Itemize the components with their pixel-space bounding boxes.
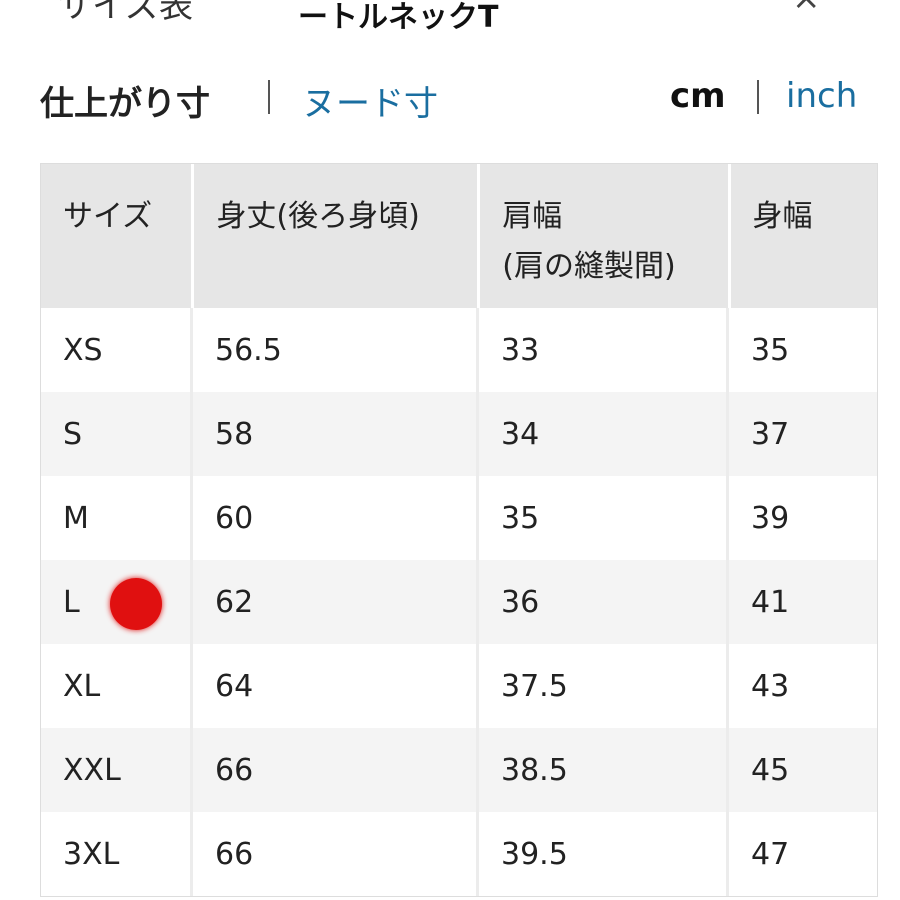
table-cell: 58 [193,392,479,476]
table-row: XL 64 37.5 43 [41,644,877,728]
table-row: XXL 66 38.5 45 [41,728,877,812]
sheet-title: サイズ表 [58,0,193,26]
red-marker [110,578,162,630]
table-cell: 35 [751,332,790,368]
fit-tab[interactable]: ヌード寸 [302,84,438,124]
table-cell: 37 [729,392,877,476]
table-cell: XS [41,308,193,392]
table-cell: 39 [751,500,790,536]
header-cell: 身丈(後ろ身頃) [194,164,478,308]
table-cell: S [41,392,193,476]
fit-tab[interactable]: 仕上がり寸 [40,84,210,124]
table-cell: 60 [193,476,479,560]
table-cell: 34 [479,392,729,476]
table-cell: 38.5 [479,728,729,812]
table-cell: 66 [193,728,479,812]
table-cell: 66 [193,812,479,896]
table-cell: L [41,560,193,644]
table-cell: 56.5 [193,308,479,392]
separator [757,80,759,114]
table-row: S 58 34 37 [41,392,877,476]
table-cell: 45 [729,728,877,812]
table-cell: 62 [193,560,479,644]
table-cell: XXL [41,728,193,812]
table-row: M 60 35 39 [41,476,877,560]
size-table: サイズ 身丈(後ろ身頃) 肩幅 (肩の縫製間) 身幅 XS 56.5 33 35 S 58 34 37… [40,163,878,897]
table-cell: XL [41,644,193,728]
separator [268,80,270,114]
table-row: XS 56.5 33 35 [41,308,877,392]
table-cell: 47 [751,836,790,872]
table-row: L 62 36 41 [41,560,877,644]
header-row: サイズ 身丈(後ろ身頃) 肩幅 (肩の縫製間) 身幅 [41,164,877,308]
table-cell: 3XL [41,812,193,896]
table-cell: 39.5 [479,812,729,896]
unit-tab[interactable]: inch [786,76,858,116]
table-row: 3XL 66 39.5 47 [41,812,877,896]
table-cell: 64 [193,644,479,728]
close-button[interactable]: × [792,0,821,18]
table-cell: 43 [751,668,790,704]
header-cell: 肩幅 (肩の縫製間) [480,164,728,308]
table-cell: 33 [479,308,729,392]
product-name: ートルネックT [298,0,499,35]
unit-tab[interactable]: cm [670,76,726,116]
header-cell: サイズ [41,164,192,308]
table-cell: 37.5 [479,644,729,728]
table-cell: 35 [479,476,729,560]
table-cell: 41 [729,560,877,644]
table-cell: 36 [479,560,729,644]
header-cell: 身幅 [730,164,877,308]
table-cell: M [41,476,193,560]
